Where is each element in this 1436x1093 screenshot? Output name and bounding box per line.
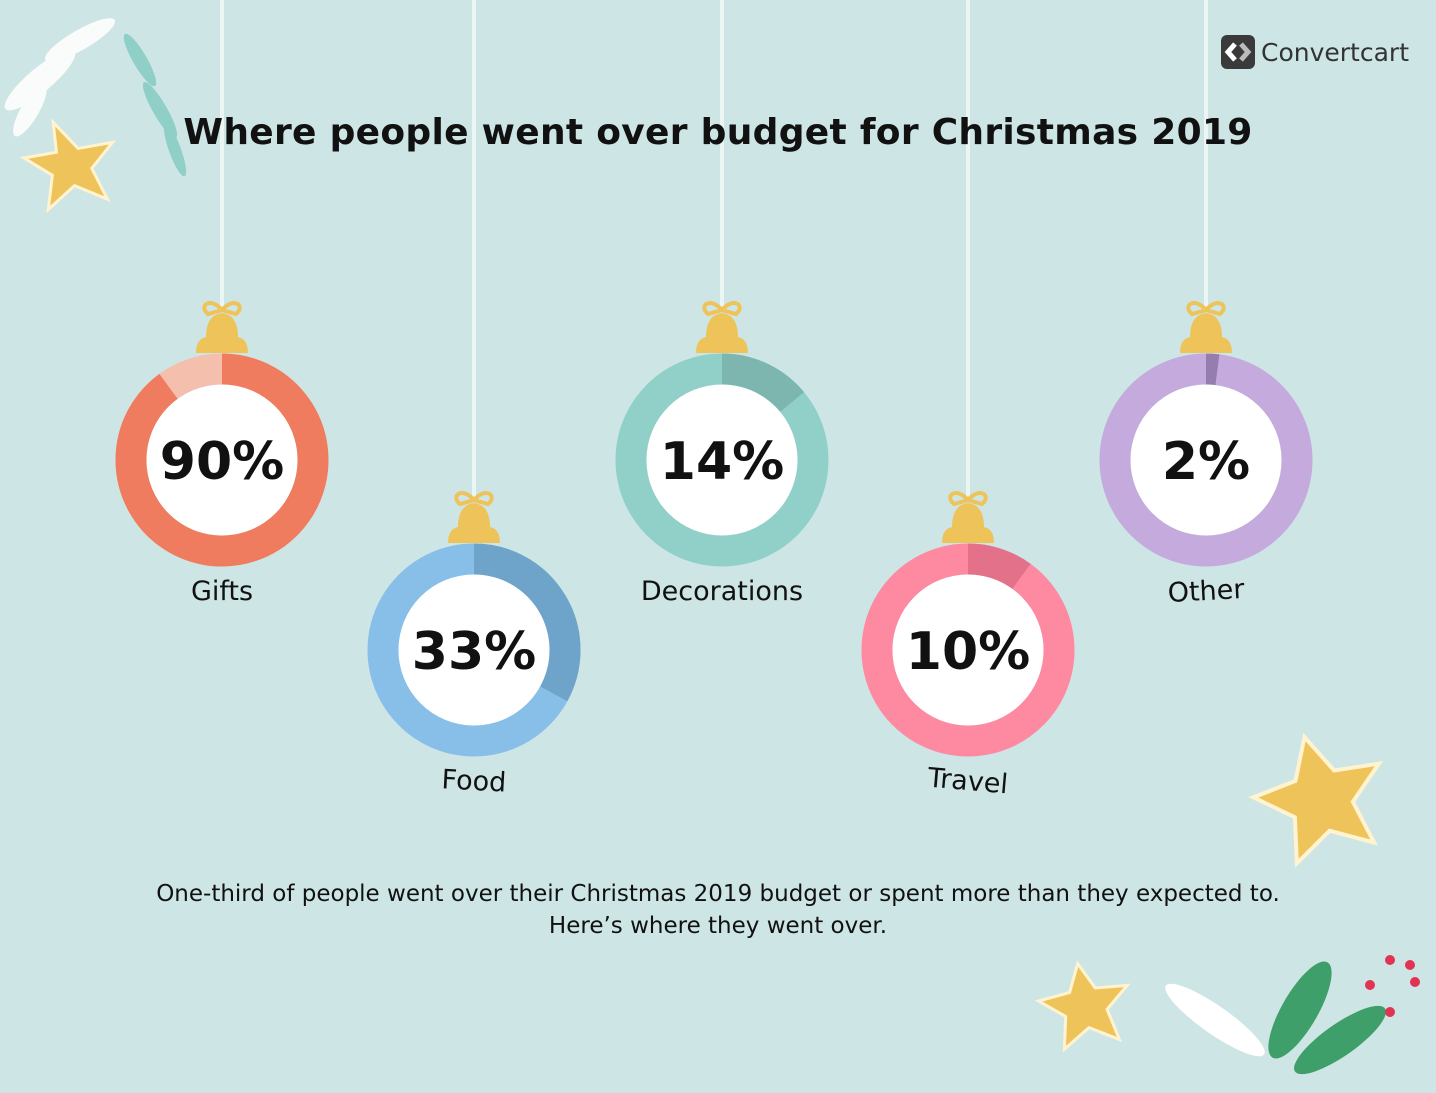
star-icon (1034, 960, 1131, 1053)
caption-line-2: Here’s where they went over. (548, 913, 888, 939)
ornament-gifts: 90% Gifts (115, 0, 329, 607)
donut-segment (1205, 353, 1220, 386)
category-label: Decorations (641, 576, 803, 607)
value-label: 14% (660, 432, 784, 492)
donut-center (1130, 384, 1282, 536)
star-icon (1248, 732, 1384, 868)
category-label: Travel (926, 762, 1010, 800)
donut-segment (115, 353, 329, 567)
ornament-travel: 10% Travel (861, 0, 1075, 800)
leaf-branch-icon (1165, 955, 1420, 1075)
donut-center (146, 384, 298, 536)
decorations (4, 18, 1420, 1075)
ornament-other: 2% Other (1099, 0, 1313, 609)
chart-title: Where people went over budget for Christ… (183, 112, 1253, 153)
donut-center (646, 384, 798, 536)
ornament-cap (942, 503, 994, 543)
leaf-branch-icon (123, 33, 187, 177)
donut-segment (721, 353, 805, 413)
brand-logo: Convertcart (1221, 35, 1409, 69)
donut-center (398, 574, 550, 726)
convertcart-logo-icon (1221, 35, 1255, 69)
ornament-cap (196, 313, 248, 353)
ornament-decorations: 14% Decorations (615, 0, 829, 607)
category-label: Other (1167, 574, 1246, 609)
value-label: 2% (1162, 432, 1250, 492)
category-label: Food (441, 764, 507, 798)
star-icon (19, 118, 117, 214)
bow-icon (454, 491, 494, 507)
bow-icon (202, 301, 242, 317)
category-label: Gifts (191, 576, 253, 607)
donut-segment (473, 543, 581, 702)
value-label: 33% (412, 622, 536, 682)
ornament-food: 33% Food (367, 0, 581, 799)
ornament-cap (448, 503, 500, 543)
bow-icon (1186, 301, 1226, 317)
caption: One-third of people went over their Chri… (0, 878, 1436, 942)
ornament-cap (696, 313, 748, 353)
bow-icon (702, 301, 742, 317)
bow-icon (948, 491, 988, 507)
donut-center (892, 574, 1044, 726)
donut-segment (967, 543, 1031, 590)
brand-name: Convertcart (1261, 37, 1409, 67)
ornament-cap (1180, 313, 1232, 353)
value-label: 10% (906, 622, 1030, 682)
caption-line-1: One-third of people went over their Chri… (156, 881, 1280, 907)
value-label: 90% (160, 432, 284, 492)
leaf-branch-icon (4, 18, 115, 137)
